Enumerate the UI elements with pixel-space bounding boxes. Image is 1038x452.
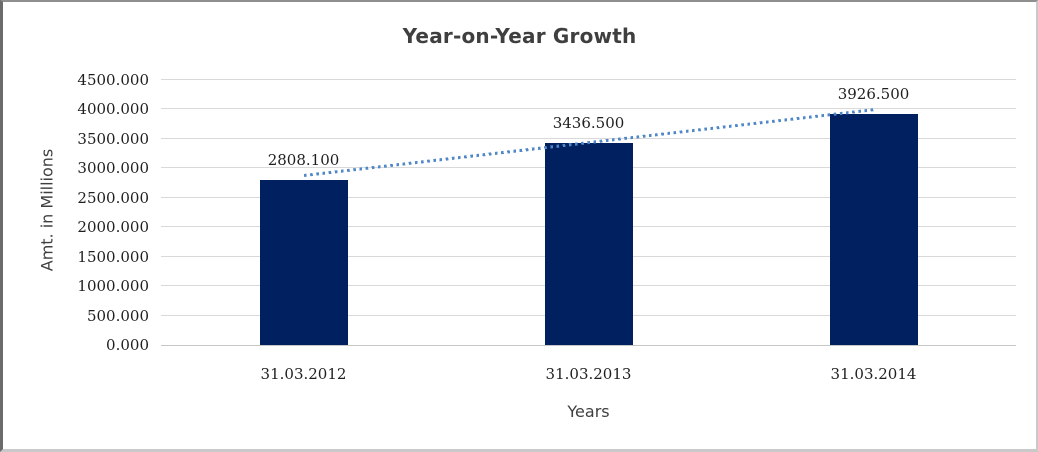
x-tick-label: 31.03.2012 — [260, 365, 347, 383]
y-tick-label: 1000.000 — [77, 277, 149, 296]
plot-area: 2808.100 3436.500 3926.500 — [161, 79, 1016, 346]
y-tick-label: 2500.000 — [77, 188, 149, 207]
y-tick-label: 0.000 — [106, 336, 149, 354]
gridline — [161, 108, 1016, 110]
y-tick-label: 4500.000 — [77, 71, 149, 89]
y-tick-label: 2000.000 — [77, 218, 149, 237]
gridline — [161, 137, 1016, 139]
bar-31.03.2014 — [829, 113, 918, 345]
x-axis-line — [161, 345, 1016, 346]
bar-31.03.2012 — [259, 179, 348, 345]
bar-31.03.2013 — [544, 142, 633, 345]
bar-value-label: 2808.100 — [267, 150, 340, 169]
y-tick-label: 3500.000 — [77, 129, 149, 148]
y-tick-label: 4000.000 — [77, 100, 149, 119]
bar-value-label: 3926.500 — [837, 84, 910, 103]
x-tick-label: 31.03.2013 — [545, 365, 632, 383]
x-axis-title: Years — [567, 402, 610, 421]
y-tick-label: 500.000 — [86, 306, 149, 325]
gridline — [161, 79, 1016, 80]
x-tick-label: 31.03.2014 — [830, 365, 917, 383]
y-tick-label: 1500.000 — [77, 247, 149, 266]
bar-value-label: 3436.500 — [552, 113, 625, 132]
chart-title: Year-on-Year Growth — [402, 24, 637, 48]
y-tick-label: 3000.000 — [77, 159, 149, 178]
